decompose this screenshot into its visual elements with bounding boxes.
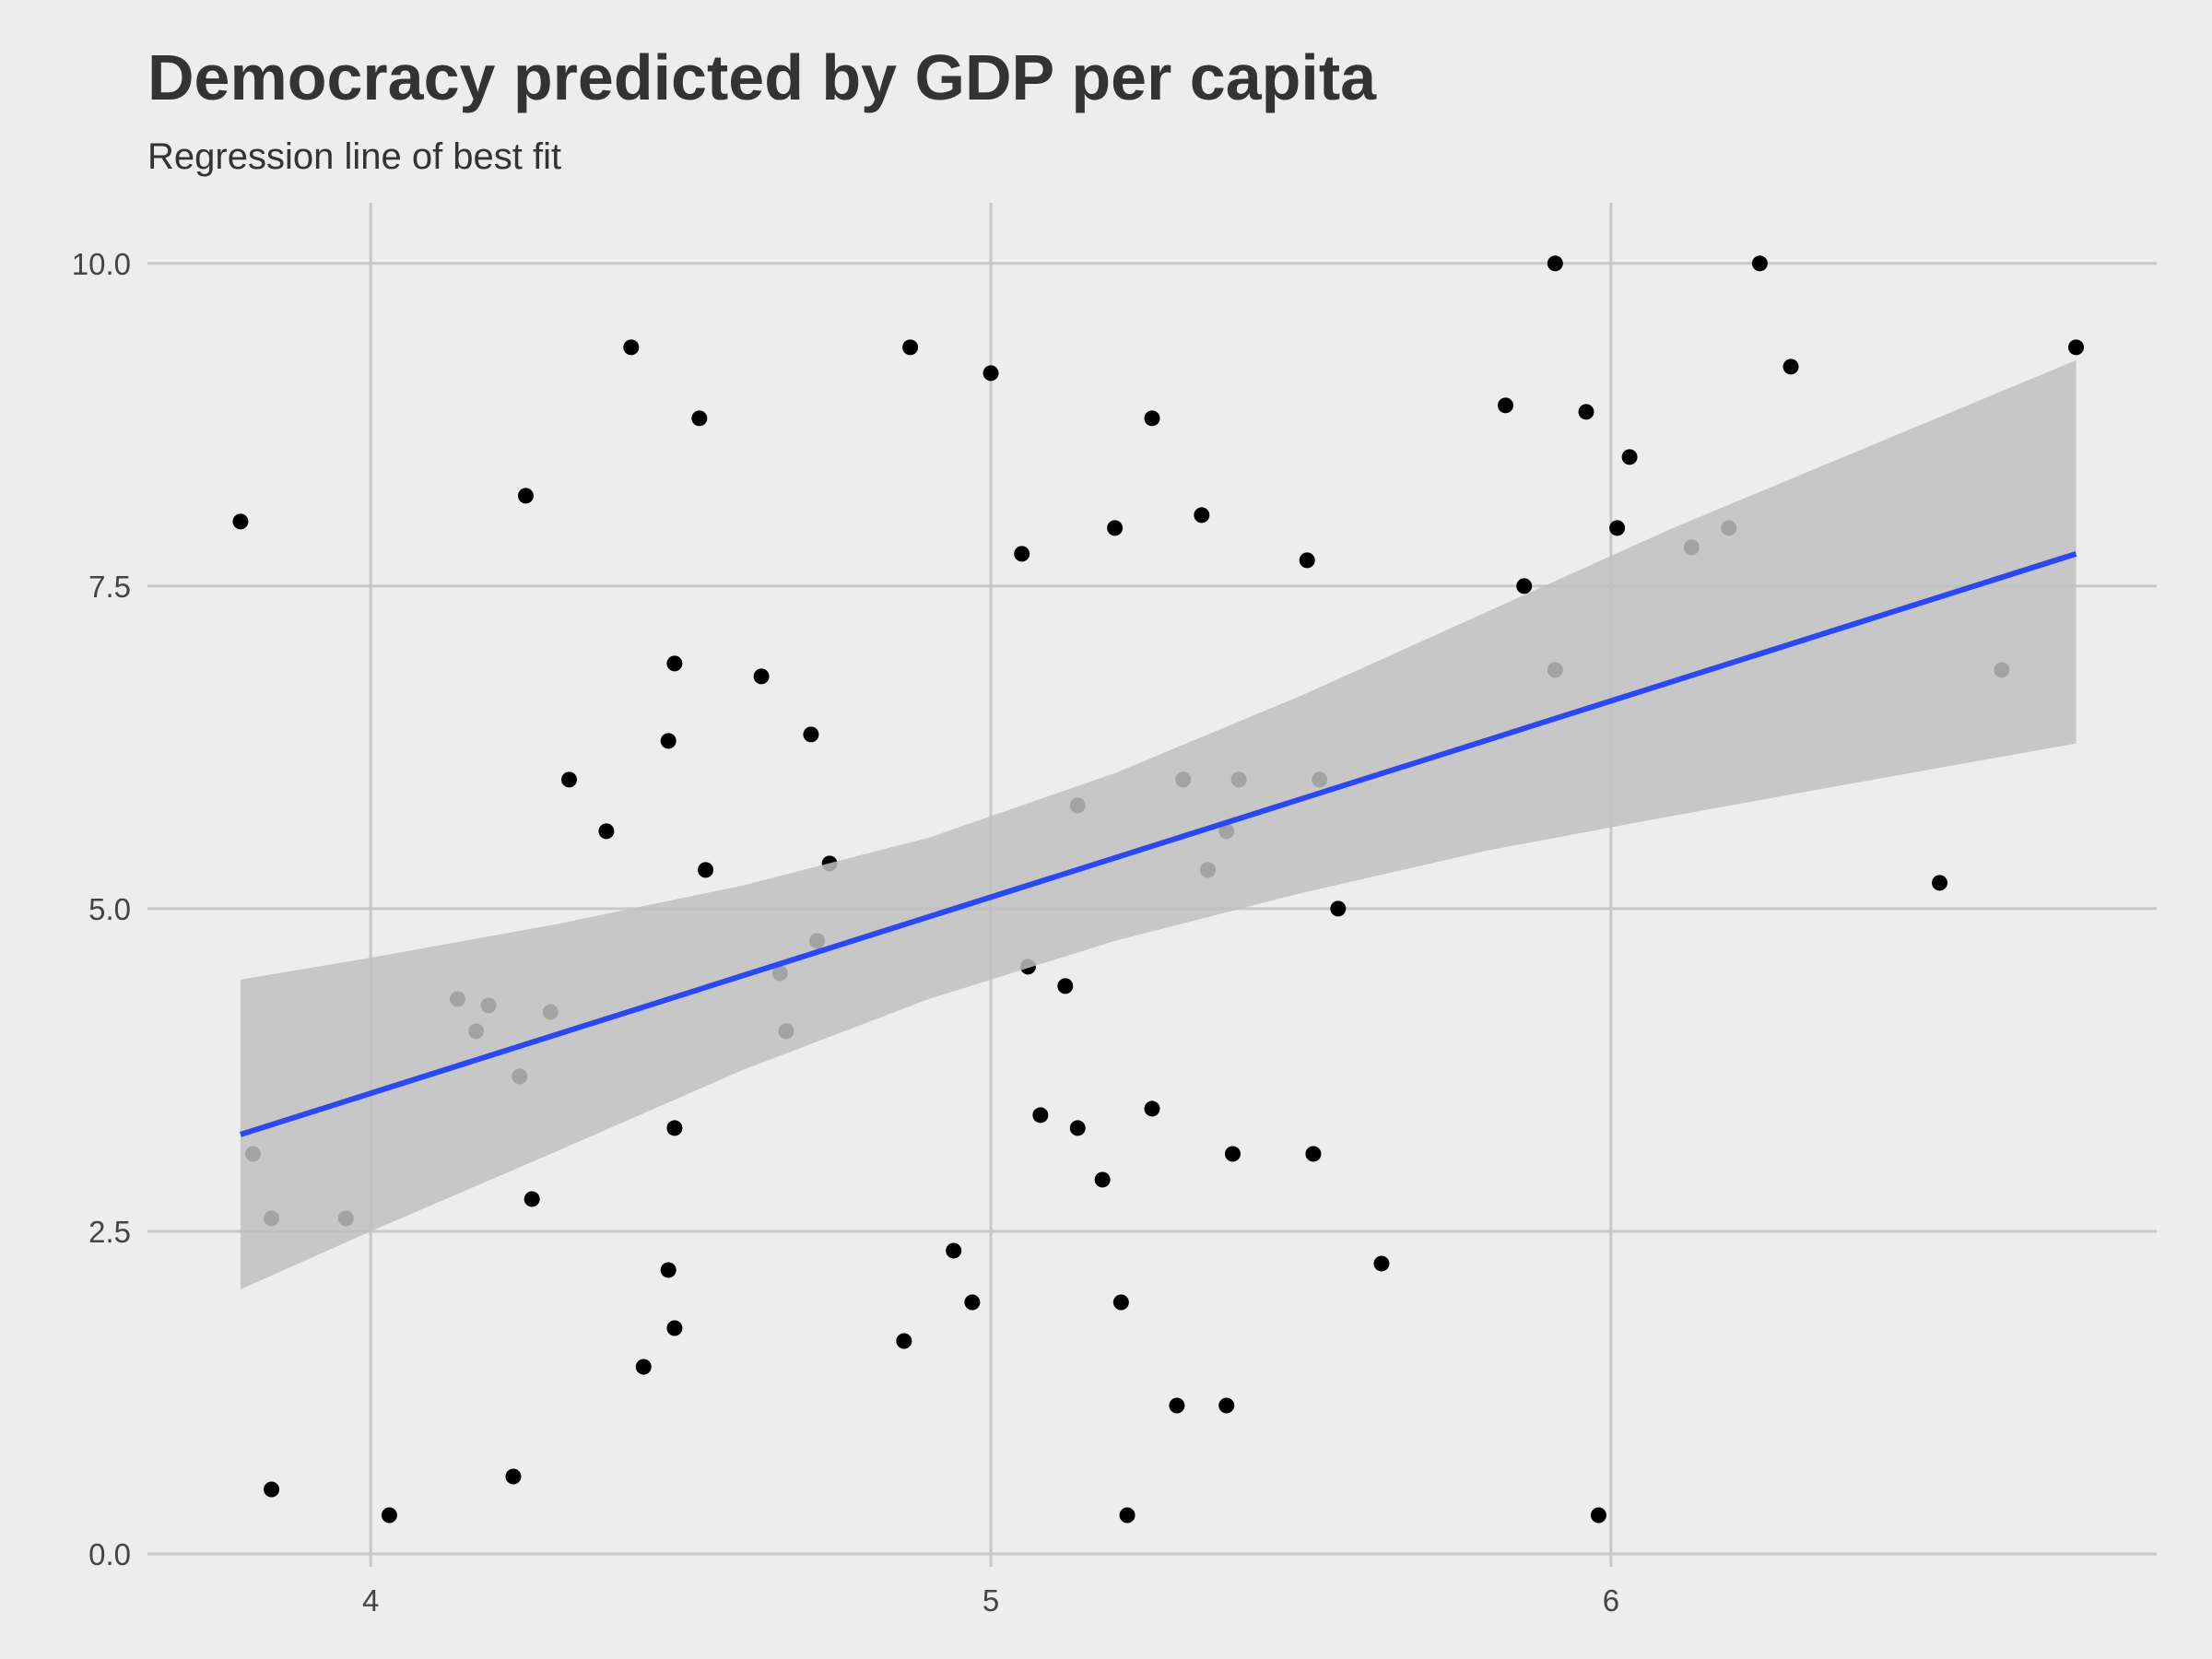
data-point (598, 823, 615, 840)
y-tick-label: 10.0 (72, 247, 131, 281)
data-point (753, 668, 770, 685)
data-point (1218, 1397, 1235, 1414)
data-point (2068, 339, 2085, 356)
data-point (1516, 578, 1533, 594)
x-tick-label: 4 (362, 1583, 379, 1618)
data-point (946, 1242, 962, 1259)
data-point (1014, 546, 1030, 562)
y-tick-label: 0.0 (88, 1537, 131, 1571)
data-point (902, 339, 919, 356)
regression-line (240, 550, 2077, 1137)
data-point (1144, 410, 1160, 427)
data-point (1194, 507, 1210, 524)
data-point (264, 1481, 280, 1498)
chart-title: Democracy predicted by GDP per capita (147, 41, 1377, 113)
data-point (1578, 404, 1594, 420)
data-point (1305, 1146, 1322, 1162)
data-point (1299, 552, 1315, 569)
data-point (1498, 397, 1514, 414)
data-point (561, 771, 578, 788)
data-point (1112, 1294, 1129, 1311)
data-point (1783, 359, 1799, 375)
data-point (1609, 520, 1626, 536)
data-point (982, 365, 999, 382)
chart-subtitle: Regression line of best fit (147, 136, 562, 177)
data-point (964, 1294, 981, 1311)
data-point (1169, 1397, 1185, 1414)
data-point (1057, 978, 1074, 994)
data-point (1094, 1171, 1111, 1188)
y-tick-label: 5.0 (88, 892, 131, 926)
data-point (232, 513, 249, 530)
data-point (1330, 900, 1347, 917)
data-point (896, 1333, 912, 1349)
confidence-band-layer (240, 359, 2077, 1289)
data-point (635, 1359, 652, 1375)
data-point (524, 1191, 540, 1207)
y-tick-label: 2.5 (88, 1215, 131, 1249)
data-point (1932, 875, 1948, 891)
data-point (505, 1468, 522, 1485)
confidence-band (240, 359, 2077, 1289)
data-point (691, 410, 708, 427)
y-tick-label: 7.5 (88, 570, 131, 604)
data-point (1751, 255, 1768, 272)
data-point (1547, 255, 1563, 272)
data-point (666, 1120, 683, 1136)
data-point (1032, 1107, 1049, 1124)
data-point (381, 1507, 397, 1524)
regression-line-layer (240, 550, 2077, 1137)
data-point (1069, 1120, 1086, 1136)
data-point (1107, 520, 1124, 536)
x-tick-label: 6 (1603, 1583, 1619, 1618)
data-point (1119, 1507, 1135, 1524)
data-point (660, 733, 677, 749)
data-point (698, 862, 714, 878)
data-point (1144, 1100, 1160, 1117)
tick-labels: 0.0 2.5 5.0 7.5 10.0 4 5 6 (72, 247, 1619, 1618)
x-tick-label: 5 (982, 1583, 999, 1618)
data-point (1373, 1255, 1390, 1272)
data-point (660, 1262, 677, 1278)
data-point (666, 1320, 683, 1336)
data-point (1224, 1146, 1241, 1162)
data-point (623, 339, 640, 356)
data-point (666, 655, 683, 672)
data-point (1621, 449, 1638, 465)
data-point (517, 488, 534, 504)
data-point (803, 726, 819, 743)
data-point (1590, 1507, 1606, 1524)
